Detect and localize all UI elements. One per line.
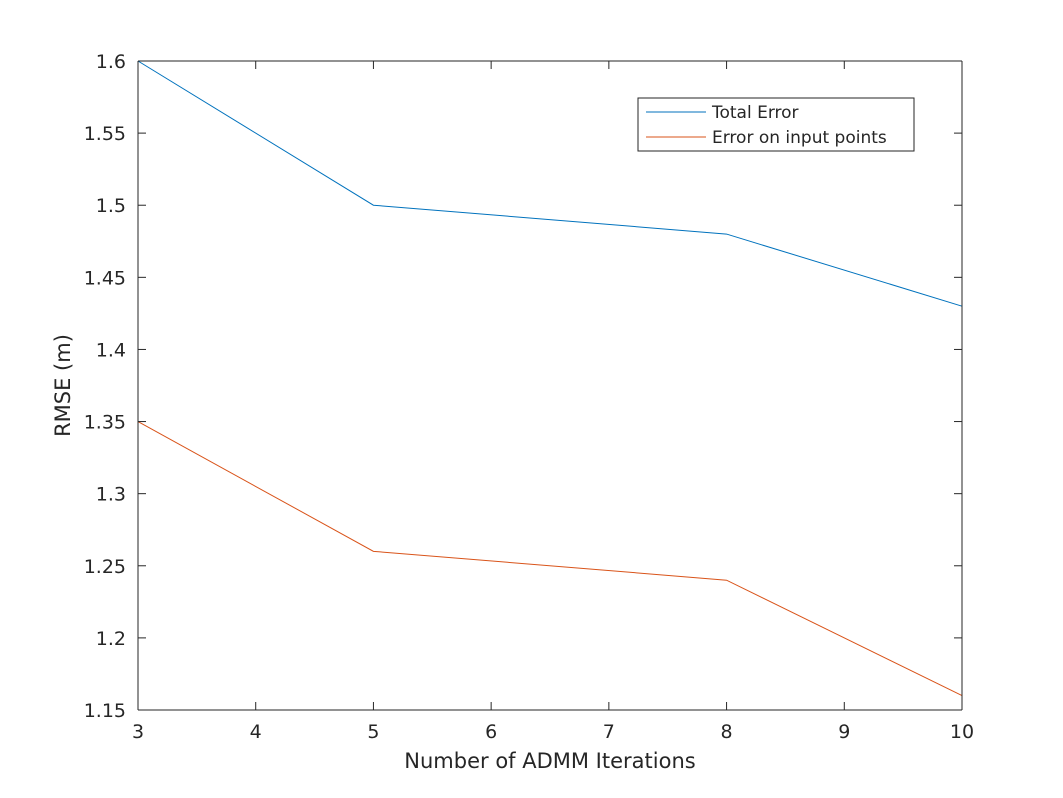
- y-tick-label: 1.55: [84, 123, 126, 145]
- y-tick-label: 1.6: [96, 51, 126, 73]
- x-tick-label: 7: [603, 721, 615, 743]
- y-tick-label: 1.3: [96, 484, 126, 506]
- legend-label-total-error: Total Error: [711, 103, 799, 123]
- y-tick-label: 1.4: [96, 339, 126, 361]
- x-axis-ticks: 3 4 5 6 7 8 9 10: [132, 61, 974, 743]
- series-line-total-error: [137, 60, 963, 307]
- x-tick-label: 4: [250, 721, 262, 743]
- series-line-error-on-input-points: [137, 421, 963, 697]
- y-tick-label: 1.15: [84, 700, 126, 722]
- x-tick-label: 8: [721, 721, 733, 743]
- y-tick-label: 1.45: [84, 267, 126, 289]
- y-axis-ticks: 1.15 1.2 1.25 1.3 1.35 1.4 1.45 1.5 1.55 1.6: [84, 51, 962, 722]
- legend: Total Error Error on input points: [637, 97, 915, 152]
- x-axis-label: Number of ADMM Iterations: [404, 749, 695, 773]
- x-tick-label: 10: [950, 721, 974, 743]
- x-tick-label: 5: [367, 721, 379, 743]
- x-tick-label: 3: [132, 721, 144, 743]
- plot-area: [138, 61, 962, 710]
- y-tick-label: 1.2: [96, 628, 126, 650]
- y-axis-label: RMSE (m): [51, 334, 75, 437]
- x-tick-label: 6: [485, 721, 497, 743]
- legend-label-error-on-input-points: Error on input points: [712, 128, 887, 148]
- axes-layer: [137, 60, 963, 711]
- y-tick-label: 1.5: [96, 195, 126, 217]
- legend-box: [637, 97, 915, 152]
- x-tick-label: 9: [838, 721, 850, 743]
- series-layer: [137, 60, 963, 697]
- y-tick-label: 1.25: [84, 556, 126, 578]
- y-tick-label: 1.35: [84, 412, 126, 434]
